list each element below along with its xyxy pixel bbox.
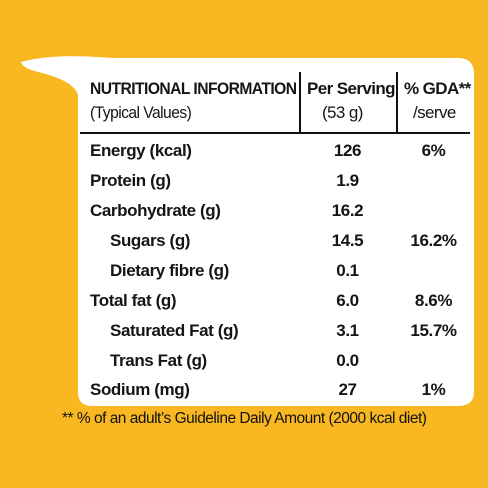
per-serving-value: 0.1 bbox=[336, 261, 359, 280]
table-title: NUTRITIONAL INFORMATION bbox=[90, 79, 297, 98]
nutrient-name: Total fat (g) bbox=[90, 291, 177, 310]
per-serving-value: 27 bbox=[338, 380, 357, 399]
per-serving-value: 126 bbox=[333, 141, 362, 160]
table-row: Energy (kcal) 126 6% bbox=[80, 136, 470, 166]
nutrient-name: Energy (kcal) bbox=[90, 141, 192, 160]
nutrient-name: Carbohydrate (g) bbox=[90, 201, 221, 220]
table-row: Dietary fibre (g) 0.1 bbox=[80, 256, 470, 286]
table-row: Protein (g) 1.9 bbox=[80, 166, 470, 196]
gda-value bbox=[397, 346, 470, 376]
table-subtitle: (Typical Values) bbox=[90, 103, 192, 122]
per-serving-header: Per Serving bbox=[307, 79, 395, 98]
nutrient-name: Sodium (mg) bbox=[90, 380, 190, 399]
nutrient-name: Trans Fat (g) bbox=[110, 351, 207, 370]
gda-value: 1% bbox=[421, 380, 446, 399]
gda-value: 8.6% bbox=[414, 291, 453, 310]
per-serving-value: 1.9 bbox=[336, 171, 359, 190]
gda-value bbox=[397, 166, 470, 196]
nutrient-name: Protein (g) bbox=[90, 171, 171, 190]
table-row: Trans Fat (g) 0.0 bbox=[80, 346, 470, 376]
table-row: Sugars (g) 14.5 16.2% bbox=[80, 226, 470, 256]
per-serving-value: 3.1 bbox=[336, 321, 359, 340]
gda-value: 16.2% bbox=[410, 231, 457, 250]
table-row: Saturated Fat (g) 3.1 15.7% bbox=[80, 316, 470, 346]
gda-value bbox=[397, 196, 470, 226]
label-panel bbox=[21, 56, 474, 406]
per-serving-value: 14.5 bbox=[331, 231, 364, 250]
gda-value: 6% bbox=[421, 141, 446, 160]
gda-value: 15.7% bbox=[410, 321, 457, 340]
serving-size-header: (53 g) bbox=[322, 103, 363, 122]
gda-serve-header: /serve bbox=[413, 103, 456, 122]
column-divider bbox=[299, 72, 301, 132]
gda-value bbox=[397, 256, 470, 286]
gda-header: % GDA** bbox=[404, 79, 471, 98]
table-row: Total fat (g) 6.0 8.6% bbox=[80, 286, 470, 316]
per-serving-value: 6.0 bbox=[336, 291, 359, 310]
table-header-row: NUTRITIONAL INFORMATION (Typical Values)… bbox=[80, 72, 471, 134]
per-serving-value: 0.0 bbox=[336, 351, 359, 370]
nutrient-name: Sugars (g) bbox=[110, 231, 191, 250]
per-serving-value: 16.2 bbox=[331, 201, 364, 220]
nutrition-table: NUTRITIONAL INFORMATION (Typical Values)… bbox=[80, 72, 471, 406]
nutrient-name: Saturated Fat (g) bbox=[110, 321, 239, 340]
table-row: Sodium (mg) 27 1% bbox=[80, 375, 470, 405]
nutrient-name: Dietary fibre (g) bbox=[110, 261, 229, 280]
gda-footnote: ** % of an adult’s Guideline Daily Amoun… bbox=[62, 410, 427, 427]
column-divider bbox=[396, 72, 398, 132]
table-row: Carbohydrate (g) 16.2 bbox=[80, 196, 470, 226]
